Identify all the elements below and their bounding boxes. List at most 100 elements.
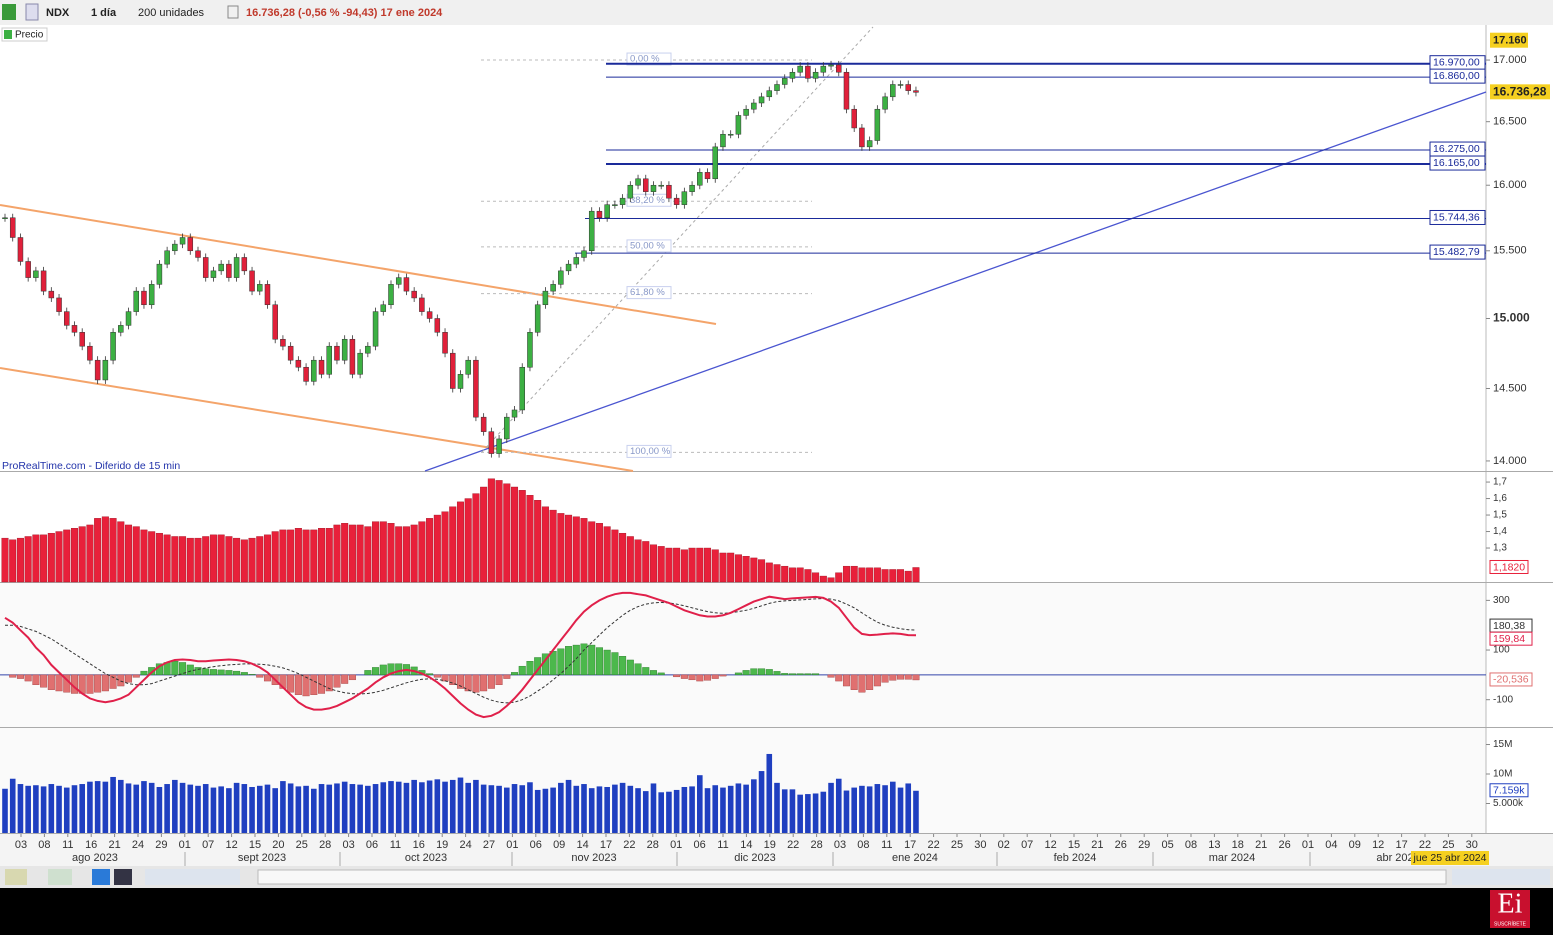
bar (758, 559, 766, 583)
tool-icon[interactable] (5, 869, 27, 885)
histogram-bar (287, 674, 295, 693)
candle (650, 184, 657, 192)
x-tick-label: 17 (600, 839, 612, 851)
month-label: nov 2023 (571, 852, 616, 864)
icon[interactable] (25, 3, 39, 21)
candle (612, 204, 618, 206)
volume-bar (233, 782, 240, 833)
tool-icon[interactable] (48, 869, 72, 885)
volume-bar (766, 753, 773, 833)
info-icon[interactable] (227, 5, 239, 19)
bar (657, 546, 665, 583)
volume-bar (442, 781, 448, 833)
histogram-bar (595, 647, 603, 676)
histogram-bar (796, 673, 804, 676)
volume-bar (519, 785, 526, 833)
histogram-bar (32, 674, 40, 685)
x-tick-label: 24 (132, 839, 144, 851)
x-tick-label: 22 (623, 839, 635, 851)
tool-icons[interactable] (145, 869, 240, 885)
histogram-bar (588, 644, 596, 676)
zoom-icons[interactable] (1452, 869, 1550, 885)
x-tick-label: 02 (998, 839, 1010, 851)
channel-line[interactable] (0, 367, 634, 472)
volume-bar (473, 779, 479, 833)
candle (534, 304, 541, 333)
fib-diagonal[interactable] (481, 26, 874, 453)
tool-icon[interactable] (114, 869, 132, 885)
candle (673, 197, 680, 205)
bar (788, 567, 796, 583)
volume-bar (118, 779, 124, 833)
fib-label-box (626, 286, 672, 300)
channel-line[interactable] (0, 204, 717, 325)
candle (619, 197, 626, 205)
last-label: 180,38 (1493, 620, 1525, 632)
scrollbar[interactable] (257, 869, 1447, 885)
volume-bar (465, 782, 471, 833)
symbol[interactable]: NDX (46, 7, 70, 19)
histogram-bar (812, 673, 820, 676)
source-note: ProRealTime.com - Diferido de 15 min (2, 460, 180, 472)
bar (179, 536, 187, 583)
candle (118, 325, 124, 333)
x-tick-label: 18 (1232, 839, 1244, 851)
candle (511, 409, 518, 418)
x-tick-label: 21 (1255, 839, 1267, 851)
x-tick-label: 19 (436, 839, 448, 851)
bar (881, 569, 889, 583)
bar (603, 526, 611, 583)
y-tick-label: 15.000 (1493, 311, 1530, 325)
candle (635, 178, 641, 186)
bar (148, 531, 156, 583)
volume-bar (874, 784, 881, 833)
bar (503, 483, 511, 583)
volume-bar (758, 771, 765, 833)
interval[interactable]: 1 día (91, 7, 117, 19)
volume-bar (226, 788, 232, 833)
app-icon[interactable] (2, 4, 16, 20)
logo[interactable]: Ei (1498, 888, 1523, 919)
candle (743, 108, 749, 116)
price-marker: 16.736,28 (1493, 85, 1547, 99)
histogram-bar (333, 674, 341, 688)
bar (773, 564, 781, 583)
x-tick-label: 12 (1372, 839, 1384, 851)
volume-bar (187, 784, 194, 833)
level-label: 16.970,00 (1433, 56, 1480, 68)
logo-box[interactable] (1490, 890, 1530, 928)
bar (441, 511, 449, 583)
candle (388, 284, 394, 306)
x-tick-label: 01 (506, 839, 518, 851)
volume-bar (264, 784, 271, 833)
fib-label: 100,00 % (630, 446, 671, 457)
histogram-bar (310, 674, 318, 695)
x-tick-label: 03 (834, 839, 846, 851)
histogram-bar (711, 674, 719, 679)
logo-caption[interactable]: SUSCRÍBETE (1494, 920, 1527, 927)
histogram-bar (526, 661, 534, 676)
x-tick-label: 12 (225, 839, 237, 851)
volume-bar (9, 778, 16, 833)
units[interactable]: 200 unidades (138, 7, 205, 19)
candle (17, 237, 24, 262)
candle (303, 366, 309, 382)
histogram-bar (426, 673, 434, 676)
trend-line[interactable] (424, 91, 1487, 472)
volume-bar (164, 784, 170, 833)
volume-bar (751, 779, 757, 833)
y-tick-label: 15M (1493, 739, 1512, 750)
y-tick-label: 1,5 (1493, 510, 1507, 521)
bar (750, 557, 758, 583)
tool-icon[interactable] (92, 869, 110, 885)
bar (16, 537, 24, 583)
x-tick-label: 20 (272, 839, 284, 851)
bar (194, 537, 202, 583)
fib-label: 0,00 % (630, 54, 660, 65)
candle (434, 318, 441, 333)
volume-bar (63, 787, 70, 833)
bar (379, 521, 387, 583)
histogram-bar (619, 656, 627, 676)
bar (912, 567, 920, 583)
candle (249, 270, 255, 292)
